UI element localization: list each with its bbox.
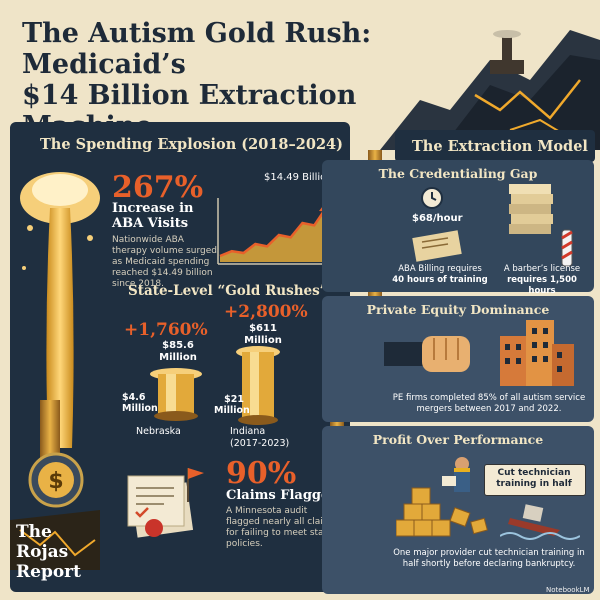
indiana-gold-column	[236, 346, 280, 425]
certificate-icon	[412, 230, 462, 262]
speech-bubble-text: Cut technician training in half	[496, 468, 572, 489]
cracked-ground-illustration	[10, 510, 100, 570]
gold-geyser-illustration	[20, 172, 100, 448]
private-equity-title: Private Equity Dominance	[366, 302, 550, 317]
spending-line-chart	[217, 198, 331, 265]
aba-training-caption: ABA Billing requires 40 hours of trainin…	[392, 264, 488, 285]
profit-desc: One major provider cut technician traini…	[393, 548, 585, 569]
indiana-base-value: $21 Million	[214, 394, 250, 416]
chart-line	[219, 207, 328, 258]
watermark: NotebookLM	[546, 586, 590, 594]
claims-desc: A Minnesota audit flagged nearly all cla…	[226, 506, 337, 549]
barber-training-caption: A barber’s license requires 1,500 hours	[503, 264, 581, 296]
geyser-pipe	[40, 400, 60, 460]
credentialing-title: The Credentialing Gap	[378, 166, 538, 181]
profit-title: Profit Over Performance	[372, 432, 544, 447]
mountain-mine-illustration	[380, 30, 600, 150]
nebraska-gold-column	[150, 368, 202, 421]
hourly-rate: $68/hour	[412, 213, 463, 224]
nebraska-base-value: $4.6 Million	[122, 392, 158, 414]
extraction-title-bar	[395, 130, 595, 162]
collapsing-blocks-illustration	[396, 457, 488, 537]
fist-icon	[384, 336, 470, 372]
claims-label: Claims Flagged	[226, 488, 339, 503]
sinking-ship-icon	[500, 504, 580, 540]
barber-pole-icon	[561, 229, 573, 267]
nebraska-growth: +1,760%	[124, 320, 208, 340]
dollar-valve-icon: $	[28, 452, 84, 508]
flagged-documents-icon	[127, 468, 204, 538]
page-title: The Autism Gold Rush: Medicaid’s $14 Bil…	[22, 18, 372, 142]
nebraska-label: Nebraska	[136, 426, 181, 437]
buildings-icon	[500, 320, 574, 386]
svg-text:$: $	[48, 469, 63, 494]
state-section-title: State-Level “Gold Rushes”	[128, 283, 328, 299]
certificate-stack-icon	[509, 184, 553, 234]
chart-area	[220, 208, 326, 262]
clock-icon	[421, 187, 443, 209]
aba-increase-label: Increase in ABA Visits	[112, 201, 194, 231]
indiana-growth: +2,800%	[224, 302, 308, 322]
indiana-top-value: $611 Million	[244, 323, 282, 346]
aba-increase-percent: 267%	[112, 170, 204, 205]
private-equity-desc: PE firms completed 85% of all autism ser…	[392, 393, 586, 414]
nebraska-top-value: $85.6 Million	[159, 340, 197, 363]
chart-value-label: $14.49 Billion	[264, 172, 333, 183]
extraction-title: The Extraction Model	[412, 138, 588, 155]
brand-logo: The Rojas Report	[16, 522, 81, 582]
indiana-label: Indiana (2017-2023)	[230, 426, 290, 449]
speech-bubble	[484, 464, 586, 496]
claims-percent: 90%	[226, 456, 297, 491]
aba-increase-desc: Nationwide ABA therapy volume surged as …	[112, 235, 217, 289]
spending-title: The Spending Explosion (2018–2024)	[40, 136, 343, 153]
